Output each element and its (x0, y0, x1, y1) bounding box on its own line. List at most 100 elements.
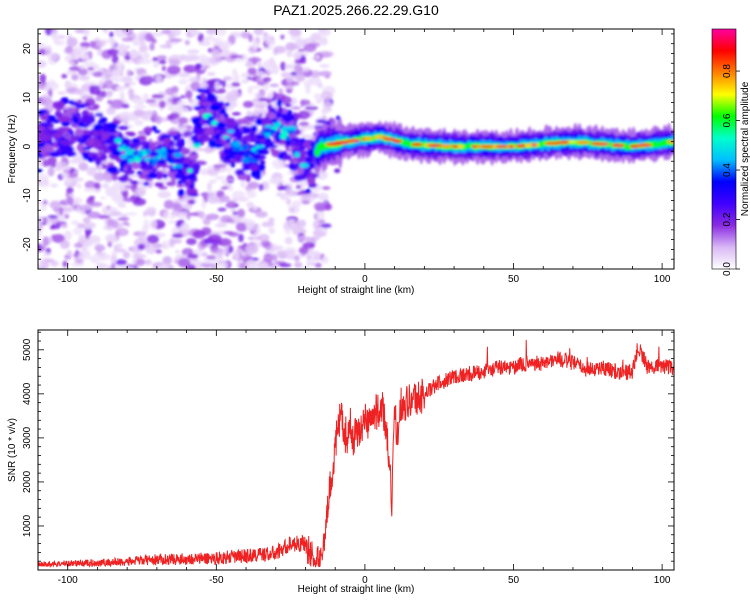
spectrogram-cell (154, 129, 161, 134)
spectrogram-cell (119, 91, 125, 101)
spectrogram-cell (210, 120, 219, 126)
spectrogram-cell (117, 217, 130, 221)
spectrogram-cell (148, 211, 155, 217)
spectrogram-cell (261, 118, 272, 125)
spectrogram-cell (105, 233, 118, 243)
spectrogram-cell (320, 91, 334, 101)
spectrogram-cell (259, 159, 266, 165)
spectrogram-cell (75, 259, 84, 264)
spectrogram-cell (231, 112, 241, 116)
spectrogram-cell (87, 211, 101, 219)
spectrogram-cell (157, 190, 171, 199)
spectrogram-cell (113, 76, 121, 83)
spectrogram-cell (217, 207, 227, 212)
spectrogram-cell (215, 133, 221, 140)
spectrogram-cell (302, 134, 314, 139)
spectrogram-cell (207, 29, 214, 33)
spectrogram-cell (114, 137, 122, 144)
spectrogram-cell (66, 196, 74, 205)
spectrogram-cell (322, 37, 328, 46)
spectrogram-cell (110, 255, 117, 264)
spectrogram-cell (216, 122, 226, 128)
spectrogram-cell (127, 157, 134, 164)
spectrogram-cell (142, 170, 150, 176)
spectrogram-cell (237, 245, 244, 249)
spectrogram-cell (163, 210, 169, 221)
spectrogram-cell (49, 151, 61, 158)
spectrogram-cell (132, 97, 140, 105)
spectrogram-cell (153, 165, 159, 169)
snr-x-ticks: -100 -50 0 50 100 (37, 330, 671, 586)
spectrogram-cell (66, 186, 74, 194)
spectrogram-cell (100, 196, 106, 200)
spectrogram-cell (214, 175, 226, 181)
spectrogram-cell (225, 91, 239, 101)
spectrogram-cell (207, 234, 222, 242)
spectrogram-cell (48, 88, 53, 98)
spectrogram-cell (95, 95, 104, 102)
spectrogram-cell (106, 90, 114, 95)
spectrogram-cell (297, 235, 308, 242)
spectrogram-cell (64, 80, 72, 90)
spectrogram-cell (63, 230, 72, 241)
spectrogram-cell (137, 243, 146, 251)
spectrogram-cell (106, 165, 119, 174)
spectrogram-cell (231, 68, 238, 77)
spectrogram-cell (158, 186, 168, 190)
spectrogram-cell (375, 135, 383, 139)
spectrogram-cell (291, 200, 302, 208)
spectrogram-cell (146, 234, 160, 244)
spectrogram-cell (47, 157, 57, 164)
spectrogram-cell (122, 221, 129, 226)
spectrogram-cell (64, 213, 70, 219)
spectrogram-cell (151, 39, 157, 44)
spectrogram-cell (149, 42, 155, 51)
spectrogram-cell (40, 204, 47, 212)
spectrogram-cell (187, 168, 193, 173)
spectrogram-cell (76, 183, 82, 189)
spectrogram-cell (179, 95, 186, 99)
spectrogram-cell (130, 161, 141, 170)
spectrogram-cell (280, 131, 289, 136)
spectrogram-cell (182, 130, 193, 138)
spectrogram-cell (152, 61, 160, 69)
spectrogram-cell (287, 130, 297, 135)
spectrogram-cell (112, 183, 125, 190)
spectrogram-cell (38, 243, 43, 252)
spectrogram-cell (132, 254, 147, 259)
spectrogram-cell (219, 114, 225, 122)
spectrogram-cell (186, 253, 199, 259)
spectrogram-cell (78, 234, 86, 244)
spectrogram-cell (206, 72, 216, 76)
spectrogram-cell (190, 54, 200, 62)
spectrogram-cell (183, 162, 189, 169)
spectrogram-cell (119, 159, 126, 168)
spectrogram-cell (192, 229, 206, 239)
spectrogram-cell (176, 183, 185, 188)
spectrogram-cell (288, 29, 302, 36)
spectrogram-cell (128, 49, 139, 59)
spectrogram-cell (275, 250, 289, 256)
spectrogram-cell (527, 143, 533, 147)
spectrogram-cell (174, 125, 188, 133)
spectrogram-cell (103, 182, 109, 189)
colorbar: 0.0 0.2 0.4 0.6 0.8 Normalized spectral ampl… (711, 28, 750, 276)
spectrogram-cell (297, 66, 304, 76)
spectrogram-cell (257, 260, 266, 269)
spectrogram-cell (151, 125, 157, 131)
spectrogram-cell (195, 63, 203, 70)
spectrogram-cell (188, 153, 199, 161)
spectrogram-cell (156, 55, 167, 60)
spectrogram-cell (295, 72, 305, 83)
spectrogram-cell (221, 180, 228, 185)
spectrogram-cell (279, 113, 292, 119)
spectrogram-cell (252, 232, 258, 241)
spectrogram-cell (125, 150, 133, 156)
spectrogram-cell (70, 262, 85, 267)
spectrogram-cell (126, 69, 132, 77)
spectrogram-cell (315, 210, 325, 221)
spectrogram-cell (177, 257, 191, 268)
spectrogram-cell (245, 60, 253, 68)
spectrogram-cell (567, 140, 577, 144)
spectrogram-cell (457, 144, 465, 149)
